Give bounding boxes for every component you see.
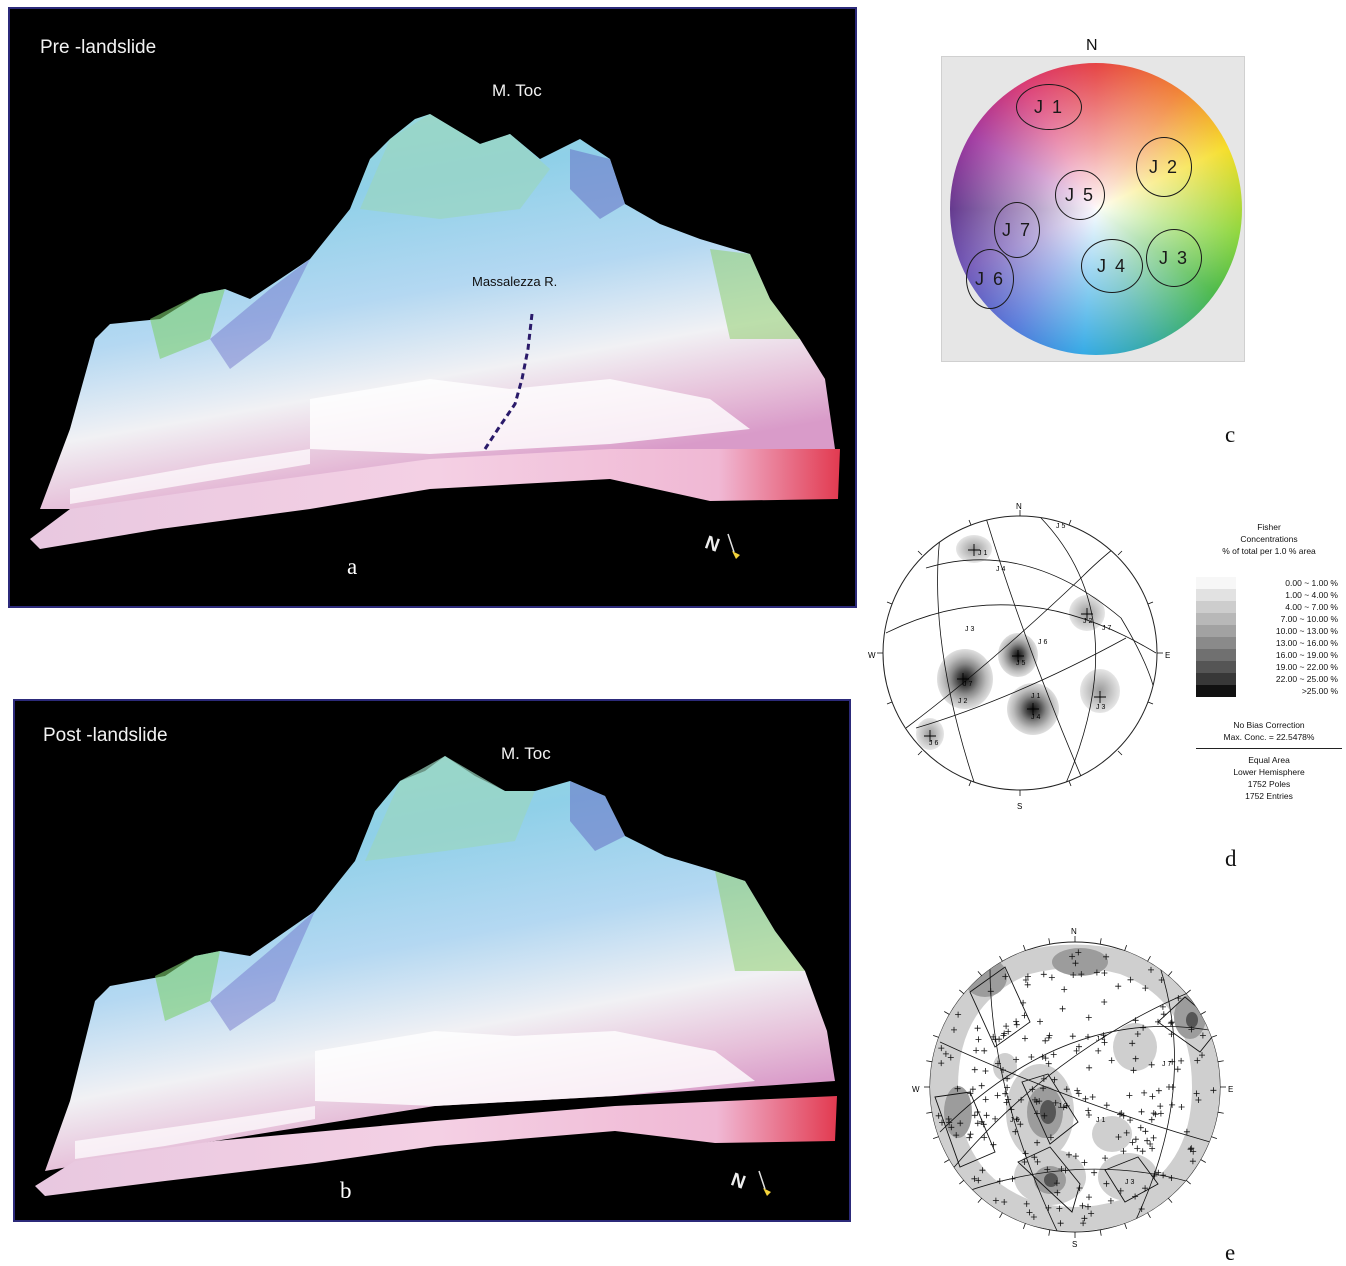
post-landslide-terrain-model — [35, 756, 837, 1196]
label-j2: J 2 — [1058, 1103, 1067, 1110]
direction-w: W — [868, 651, 876, 660]
legend-range: 7.00 ~ 10.00 % — [1280, 614, 1338, 624]
legend-range: 1.00 ~ 4.00 % — [1285, 590, 1338, 600]
joint-set-j7: J 7 — [994, 202, 1040, 258]
label-j4: J 4 — [1096, 1036, 1105, 1043]
plane-label-j7: J 7 — [1102, 625, 1111, 632]
joint-set-j2: J 2 — [1136, 137, 1192, 197]
legend-swatch — [1196, 601, 1236, 613]
legend-swatch — [1196, 661, 1236, 673]
legend-swatch — [1196, 673, 1236, 685]
plane-label-j6: J 6 — [1038, 639, 1047, 646]
plane-label-j5: J 5 — [1056, 523, 1065, 530]
legend-title-2: Concentrations — [1240, 534, 1298, 544]
legend-swatch — [1196, 637, 1236, 649]
legend-swatch — [1196, 589, 1236, 601]
fisher-concentration-stereonet: N S E W J 1 J 2 J 3 J 4 J 5 J 6 J 7 J 1 … — [868, 502, 1170, 811]
panel-title: Post -landslide — [43, 725, 168, 746]
label-j1: J 1 — [1096, 1117, 1105, 1124]
pole-label-j1: J 1 — [978, 550, 987, 557]
panel-letter-c: c — [1225, 422, 1236, 447]
direction-e: E — [1228, 1085, 1233, 1094]
direction-w: W — [912, 1085, 920, 1094]
legend-range: 19.00 ~ 22.00 % — [1275, 662, 1338, 672]
label-j3: J 3 — [1125, 1179, 1134, 1186]
direction-n: N — [1016, 502, 1022, 511]
legend-poles: 1752 Poles — [1247, 779, 1291, 789]
massalezza-river-trace — [483, 313, 534, 450]
joint-set-j3: J 3 — [1146, 229, 1202, 287]
legend-projection: Equal Area — [1248, 755, 1290, 765]
panel-letter-d: d — [1225, 846, 1237, 871]
pre-landslide-terrain-model — [30, 114, 840, 549]
legend-swatch — [1196, 577, 1236, 589]
pole-plus-marks — [935, 949, 1217, 1227]
pole-label-j3: J 3 — [1096, 704, 1105, 711]
pre-landslide-panel: Pre -landslide M. Toc Massalezza R. N a — [8, 7, 857, 608]
label-j7: J 7 — [1162, 1061, 1171, 1068]
legend-range: 16.00 ~ 19.00 % — [1275, 650, 1338, 660]
direction-n: N — [1071, 927, 1077, 936]
pole-label-j4: J 4 — [1031, 714, 1040, 721]
panel-letter-e: e — [1225, 1240, 1236, 1265]
pole-label-j2: J 2 — [1083, 618, 1092, 625]
legend-max: Max. Conc. = 22.5478% — [1223, 732, 1315, 742]
north-label: N — [1086, 37, 1098, 54]
legend-title-3: % of total per 1.0 % area — [1222, 546, 1316, 556]
legend-range: 13.00 ~ 16.00 % — [1275, 638, 1338, 648]
legend-range: 0.00 ~ 1.00 % — [1285, 578, 1338, 588]
legend-title-1: Fisher — [1257, 522, 1281, 532]
direction-s: S — [1072, 1240, 1077, 1249]
legend-range: 10.00 ~ 13.00 % — [1275, 626, 1338, 636]
pole-label-j6: J 6 — [929, 740, 938, 747]
panel-title: Pre -landslide — [40, 37, 157, 58]
legend-range: 4.00 ~ 7.00 % — [1285, 602, 1338, 612]
joint-set-j1: J 1 — [1016, 84, 1082, 130]
post-landslide-panel: Post -landslide M. Toc N b — [13, 699, 851, 1222]
direction-s: S — [1017, 802, 1022, 811]
legend-range: >25.00 % — [1301, 686, 1338, 696]
pole-label-j7: J 7 — [963, 681, 972, 688]
peak-label: M. Toc — [492, 81, 542, 100]
orientation-color-wheel-panel: J 1 J 2 J 3 J 4 J 5 J 6 J 7 — [941, 56, 1245, 362]
pole-label-j5: J 5 — [1016, 660, 1025, 667]
joint-set-j4: J 4 — [1081, 239, 1143, 293]
legend-bias: No Bias Correction — [1233, 720, 1305, 730]
legend-scale: 0.00 ~ 1.00 % 1.00 ~ 4.00 % 4.00 ~ 7.00 … — [1196, 577, 1342, 697]
legend-swatch — [1196, 685, 1236, 697]
label-j6: J 6 — [1010, 1117, 1019, 1124]
pole-markers — [924, 544, 1106, 742]
peak-label: M. Toc — [501, 744, 551, 763]
legend-swatch — [1196, 649, 1236, 661]
legend-hemisphere: Lower Hemisphere — [1233, 767, 1305, 777]
panel-letter: b — [340, 1178, 352, 1203]
panel-letter: a — [347, 554, 358, 579]
north-arrow-icon — [758, 1170, 766, 1190]
legend-range: 22.00 ~ 25.00 % — [1275, 674, 1338, 684]
fisher-legend: Fisher Concentrations % of total per 1.0… — [1196, 521, 1342, 802]
joint-set-j5: J 5 — [1055, 170, 1105, 220]
legend-entries: 1752 Entries — [1245, 791, 1293, 801]
plane-label-j4: J 4 — [996, 566, 1005, 573]
direction-e: E — [1165, 651, 1170, 660]
plane-label-j3: J 3 — [965, 626, 974, 633]
joint-set-j6: J 6 — [966, 249, 1014, 309]
river-label: Massalezza R. — [472, 274, 558, 289]
legend-swatch — [1196, 625, 1236, 637]
legend-swatch — [1196, 613, 1236, 625]
plane-label-j1: J 1 — [1031, 693, 1040, 700]
plane-label-j2: J 2 — [958, 698, 967, 705]
pole-density-stereonet: N S E W J 1 J 2 J 3 J 4 J 6 J 7 — [912, 927, 1233, 1249]
